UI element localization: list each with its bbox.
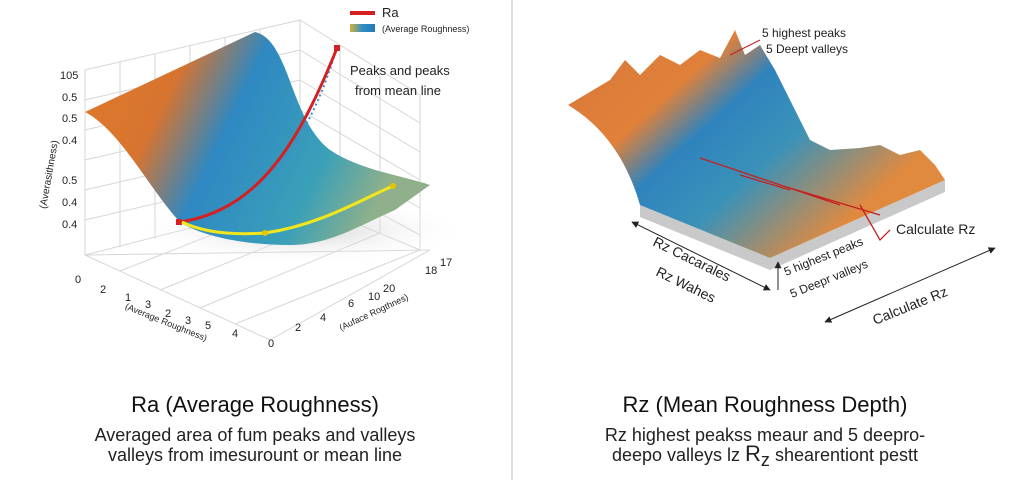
label: Calculate Rz xyxy=(870,283,950,328)
annotation: Peaks and peaks xyxy=(350,63,450,78)
axis-label: (Averasithness) xyxy=(38,139,61,209)
title: Ra (Average Roughness) xyxy=(131,392,379,417)
tick-label: 2 xyxy=(100,284,106,296)
tick-label: 105 xyxy=(60,70,78,82)
caption-part: shearentiont pestt xyxy=(775,445,918,465)
tick-label: 18 xyxy=(425,265,437,277)
caption: deepo valleys lz Rz shearentiont pestt xyxy=(612,441,918,470)
tick-label: 4 xyxy=(320,312,326,324)
tick-label: 2 xyxy=(165,308,171,320)
tick-label: 20 xyxy=(383,283,395,295)
tick-label: 0.4 xyxy=(62,135,77,147)
tick-label: 2 xyxy=(295,322,301,334)
tick-label: 0.5 xyxy=(62,175,77,187)
tick-label: 0.4 xyxy=(62,219,77,231)
tick-label: 3 xyxy=(145,299,151,311)
legend-text: (Average Roughness) xyxy=(382,24,469,34)
tick-label: 0.4 xyxy=(62,197,77,209)
tick-label: 3 xyxy=(185,315,191,327)
caption-part: deepo valleys lz xyxy=(612,445,740,465)
surface xyxy=(85,32,430,245)
tick-label: 0 xyxy=(75,274,81,286)
legend-text: Ra xyxy=(382,5,399,20)
tick-label: 5 xyxy=(205,320,211,332)
caption-part: R xyxy=(745,441,761,466)
surface xyxy=(568,30,945,258)
tick-label: 10 xyxy=(368,291,380,303)
marker xyxy=(176,219,182,225)
caption: Averaged area of fum peaks and valleys xyxy=(95,425,416,445)
ra-curve xyxy=(179,47,339,224)
tick-label: 4 xyxy=(232,328,238,340)
caption-part: z xyxy=(761,450,770,470)
caption: Rz highest peakss meaur and 5 deepro- xyxy=(605,425,925,445)
legend-swatch xyxy=(350,24,375,32)
title: Rz (Mean Roughness Depth) xyxy=(623,392,908,417)
tick-label: 6 xyxy=(348,298,354,310)
y-ticks: 105 0.5 0.5 0.4 0.5 0.4 0.4 xyxy=(60,70,78,231)
caption: valleys from imesurount or mean line xyxy=(108,445,402,465)
label: 5 highest peaks xyxy=(762,26,846,40)
tick-label: 17 xyxy=(440,257,452,269)
annotation: from mean line xyxy=(355,83,441,98)
tick-label: 0 xyxy=(268,338,274,350)
tick-label: 0.5 xyxy=(62,113,77,125)
marker xyxy=(334,45,340,51)
label: Calculate Rz xyxy=(896,221,975,237)
label: 5 Deept valleys xyxy=(766,42,848,56)
tick-label: 1 xyxy=(125,292,131,304)
tick-label: 0.5 xyxy=(62,92,77,104)
